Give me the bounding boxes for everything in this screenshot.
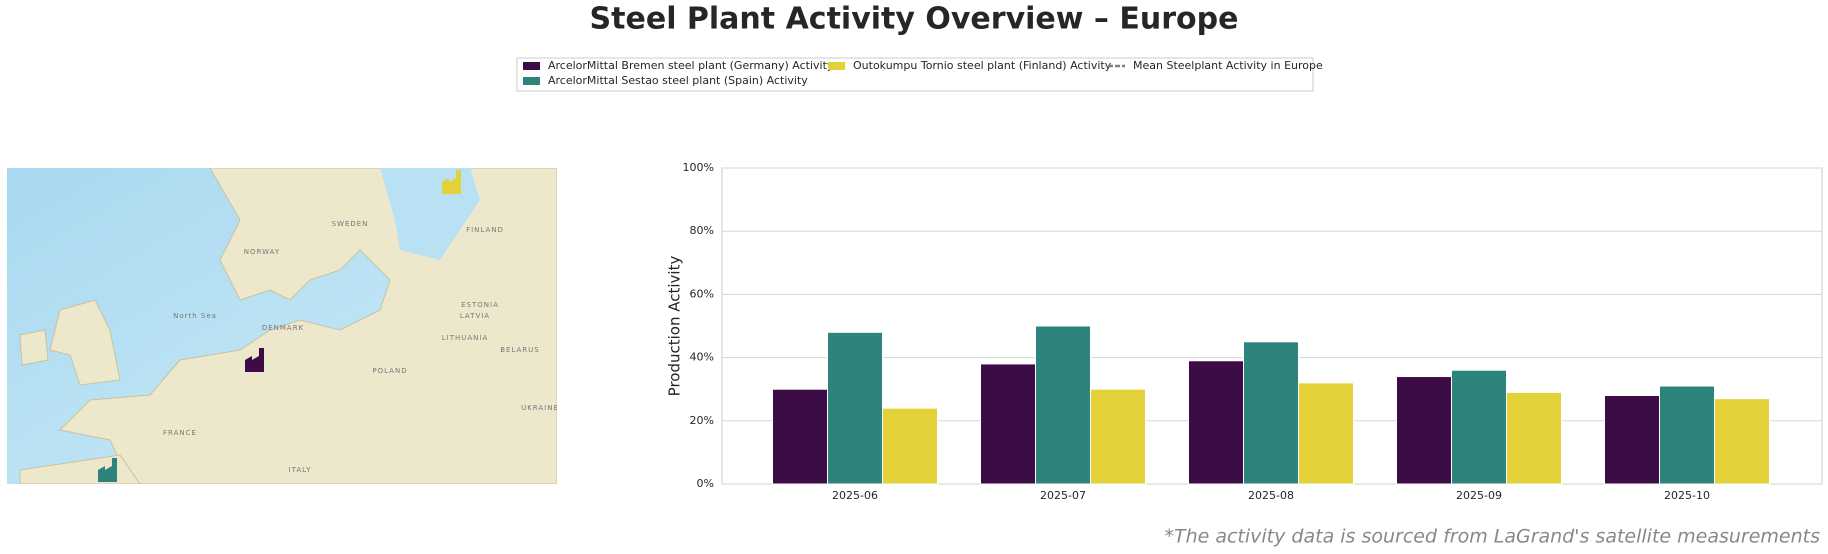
map-label: North Sea (173, 312, 217, 320)
y-tick-label: 60% (690, 287, 714, 300)
map-label: FRANCE (163, 429, 197, 437)
legend-box (516, 57, 1314, 92)
bar (772, 388, 828, 485)
bar (1243, 341, 1299, 485)
map-label: UKRAINE (521, 404, 559, 412)
plant-marker (442, 170, 461, 194)
bar (1451, 369, 1507, 485)
legend-label: ArcelorMittal Bremen steel plant (German… (548, 59, 834, 72)
bar (1090, 388, 1146, 485)
legend-label: Mean Steelplant Activity in Europe (1133, 59, 1323, 72)
map-land (19, 329, 49, 366)
bar (1298, 382, 1354, 485)
x-tick-label: 2025-08 (1248, 489, 1294, 502)
y-axis-label: Production Activity (666, 256, 684, 397)
map-label: POLAND (372, 367, 407, 375)
map-label: LATVIA (460, 312, 490, 320)
plant-marker (245, 348, 264, 372)
y-tick-label: 80% (690, 224, 714, 237)
x-tick-label: 2025-07 (1040, 489, 1086, 502)
map: SWEDEN NORWAY FINLAND DENMARK North Sea POLAN… (7, 168, 559, 484)
bar (882, 407, 938, 485)
legend-label: Outokumpu Tornio steel plant (Finland) A… (853, 59, 1112, 72)
chart-title: Steel Plant Activity Overview – Europe (590, 2, 1239, 37)
bar (1659, 385, 1715, 485)
bar (1396, 376, 1452, 485)
map-label: DENMARK (262, 324, 304, 332)
legend-label: ArcelorMittal Sestao steel plant (Spain)… (548, 74, 808, 87)
map-label: SWEDEN (332, 220, 369, 228)
map-label: FINLAND (466, 226, 504, 234)
x-tick-label: 2025-10 (1664, 489, 1710, 502)
legend-swatch (828, 62, 845, 70)
y-tick-label: 100% (683, 161, 714, 174)
bar (1035, 325, 1091, 485)
x-tick-label: 2025-09 (1456, 489, 1502, 502)
map-label: ESTONIA (461, 301, 499, 309)
plant-marker (98, 458, 117, 482)
map-label: LITHUANIA (442, 334, 489, 342)
bar (1506, 391, 1562, 485)
y-tick-label: 40% (690, 351, 714, 364)
x-tick-label: 2025-06 (832, 489, 878, 502)
bar (980, 363, 1036, 485)
map-land (49, 299, 121, 386)
bar (1188, 360, 1244, 485)
legend-swatch (523, 77, 540, 85)
y-tick-label: 0% (697, 477, 714, 490)
bar (1604, 395, 1660, 485)
map-label: ITALY (289, 466, 312, 474)
footnote: *The activity data is sourced from LaGra… (1164, 526, 1820, 548)
map-label: BELARUS (500, 346, 540, 354)
map-label: NORWAY (244, 248, 280, 256)
legend-swatch (523, 62, 540, 70)
y-tick-label: 20% (690, 414, 714, 427)
bar (827, 331, 883, 485)
bar (1714, 398, 1770, 485)
